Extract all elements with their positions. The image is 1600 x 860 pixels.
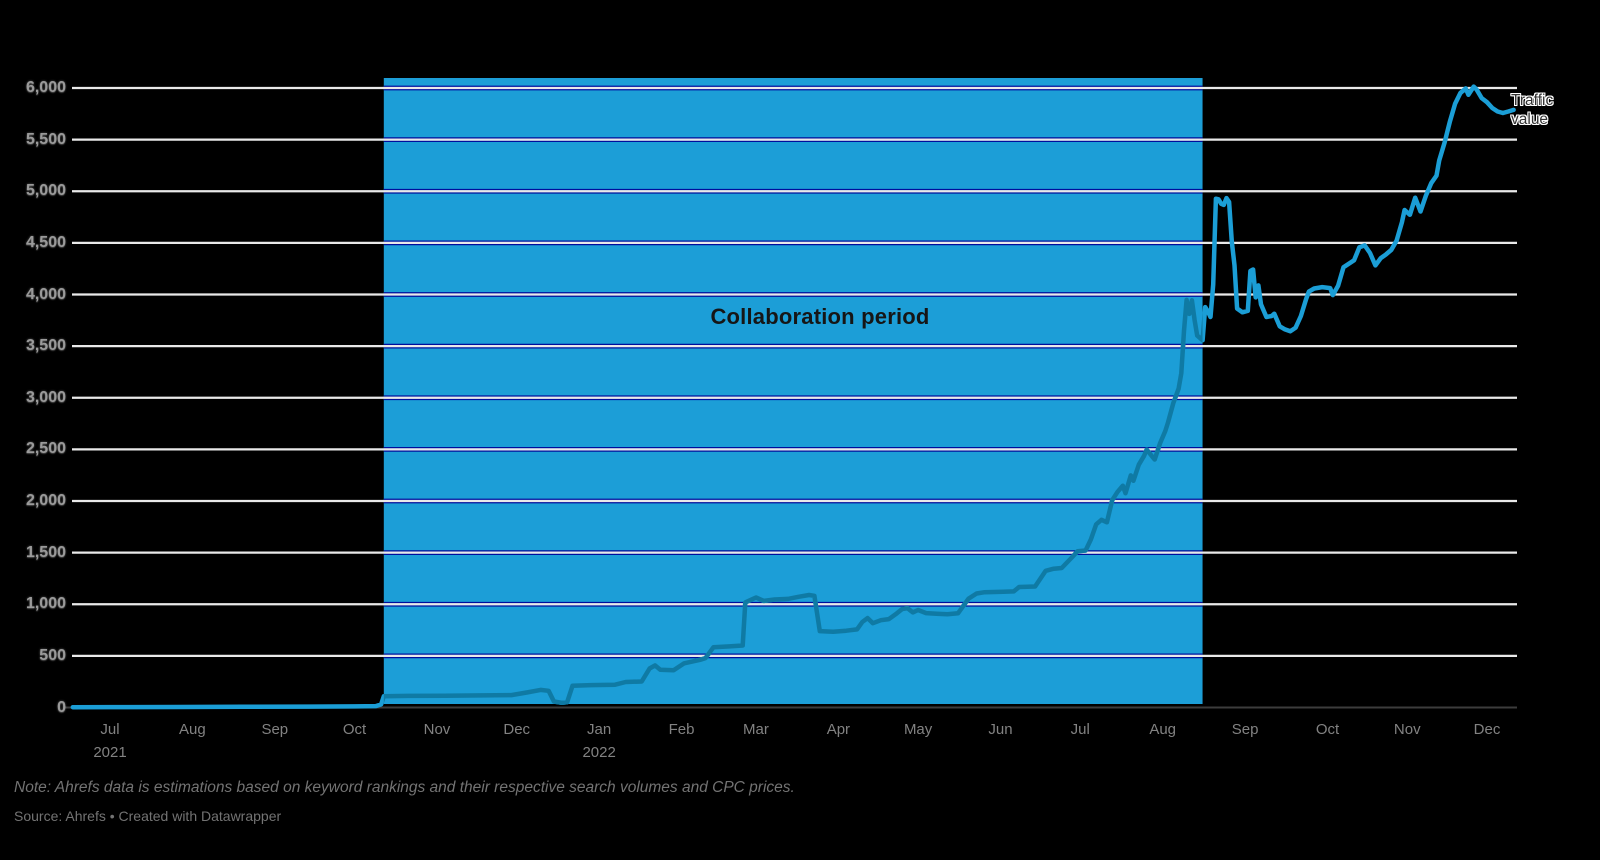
x-tick-label: Mar bbox=[743, 721, 769, 738]
x-year-label: 2022 bbox=[582, 744, 616, 761]
highlight-band bbox=[383, 78, 1203, 704]
y-tick-label: 4,000 bbox=[25, 285, 66, 303]
x-tick-label: Nov bbox=[423, 721, 451, 738]
y-tick-label: 500 bbox=[39, 646, 66, 664]
y-tick-label: 6,000 bbox=[25, 79, 66, 96]
x-tick-label: Dec bbox=[503, 721, 531, 738]
x-tick-label: Jul bbox=[100, 721, 120, 738]
x-tick-label: Jul bbox=[1070, 721, 1090, 738]
y-tick-label: 3,000 bbox=[25, 388, 66, 406]
collaboration-period-label: Collaboration period bbox=[710, 304, 930, 329]
y-tick-label: 1,000 bbox=[25, 595, 66, 613]
y-tick-label: 1,500 bbox=[25, 543, 66, 561]
series-label-traffic-value: Traffic value bbox=[1511, 91, 1553, 129]
series-label-line1: Traffic bbox=[1511, 92, 1554, 109]
y-tick-label: 4,500 bbox=[25, 233, 66, 251]
note-text: Note: Ahrefs data is estimations based o… bbox=[14, 779, 795, 796]
y-tick-label: 2,000 bbox=[25, 492, 66, 509]
x-tick-label: Aug bbox=[1149, 721, 1177, 738]
x-tick-label: May bbox=[903, 721, 933, 738]
x-tick-label: Jun bbox=[988, 721, 1013, 738]
x-tick-label: Apr bbox=[826, 721, 851, 738]
x-tick-label: Oct bbox=[1315, 721, 1340, 738]
x-tick-label: Nov bbox=[1393, 721, 1421, 738]
y-tick-label: 5,500 bbox=[25, 130, 66, 148]
traffic-value-line-inside-band bbox=[383, 297, 1203, 706]
x-year-label: 2021 bbox=[93, 744, 127, 761]
y-tick-label: 5,000 bbox=[25, 182, 66, 200]
x-tick-label: Dec bbox=[1473, 721, 1501, 738]
series-label-line2: value bbox=[1511, 111, 1549, 128]
y-tick-label: 0 bbox=[57, 698, 66, 716]
y-tick-label: 2,500 bbox=[25, 440, 66, 458]
y-tick-label: 3,500 bbox=[25, 337, 66, 355]
x-tick-label: Feb bbox=[668, 721, 695, 738]
source-text: Source: Ahrefs • Created with Datawrappe… bbox=[14, 808, 282, 824]
x-tick-label: Jan bbox=[587, 721, 612, 738]
x-tick-label: Sep bbox=[261, 721, 289, 738]
x-tick-label: Sep bbox=[1231, 721, 1259, 738]
x-tick-label: Oct bbox=[342, 721, 367, 738]
x-tick-label: Aug bbox=[179, 721, 206, 738]
